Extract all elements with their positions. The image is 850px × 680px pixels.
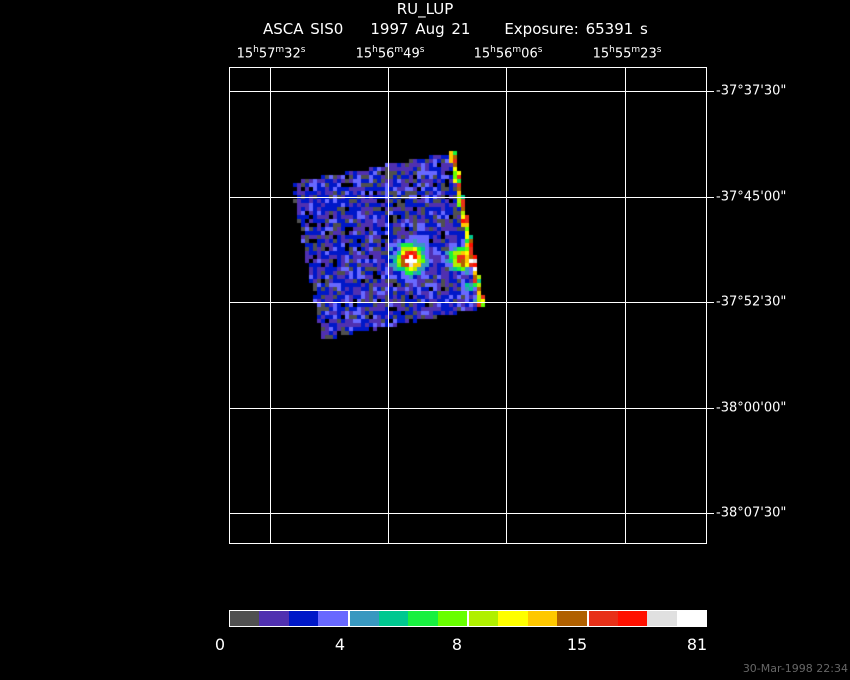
image-title: RU_LUP	[396, 0, 454, 18]
colorbar-swatch	[288, 611, 319, 626]
dec-label: -38°00'00"	[716, 400, 787, 416]
colorbar-swatch	[318, 611, 350, 626]
grid-line	[229, 408, 706, 409]
grid-line	[229, 513, 706, 514]
tick	[706, 197, 714, 198]
ra-label: 15h55m23s	[592, 45, 662, 62]
tick	[706, 91, 714, 92]
colorbar-swatch	[617, 611, 648, 626]
colorbar-label: 8	[451, 635, 463, 654]
grid-line	[625, 67, 626, 544]
colorbar-label: 15	[566, 635, 588, 654]
tick	[706, 408, 714, 409]
instrument: ASCA SIS0	[263, 20, 344, 38]
dec-label: -37°37'30"	[716, 83, 787, 99]
colorbar-swatch	[259, 611, 289, 626]
colorbar-label: 81	[686, 635, 708, 654]
exposure: Exposure: 65391 s	[504, 20, 648, 38]
colorbar-swatch	[498, 611, 528, 626]
dec-label: -37°52'30"	[716, 294, 787, 310]
grid-line	[388, 67, 389, 544]
observation-date: 1997 Aug 21	[370, 20, 471, 38]
grid-line	[506, 67, 507, 544]
colorbar-swatch	[437, 611, 469, 626]
timestamp: 30-Mar-1998 22:34	[742, 662, 848, 675]
colorbar-swatch	[349, 611, 379, 626]
colorbar-swatch	[469, 611, 499, 626]
colorbar-label: 4	[334, 635, 346, 654]
colorbar-swatch	[588, 611, 618, 626]
dec-label: -37°45'00"	[716, 189, 787, 205]
grid-line	[229, 91, 706, 92]
tick	[706, 513, 714, 514]
image-frame	[229, 67, 707, 544]
dec-label: -38°07'30"	[716, 505, 787, 521]
colorbar	[229, 610, 707, 627]
colorbar-swatch	[676, 611, 706, 626]
colorbar-label: 0	[214, 635, 226, 654]
observation-info: ASCA SIS0 1997 Aug 21 Exposure: 65391 s	[263, 20, 648, 38]
xray-image	[229, 67, 706, 544]
colorbar-swatch	[647, 611, 677, 626]
colorbar-swatch	[230, 611, 260, 626]
colorbar-swatch	[557, 611, 589, 626]
grid-line	[229, 302, 706, 303]
ra-label: 15h57m32s	[236, 45, 306, 62]
colorbar-swatch	[408, 611, 438, 626]
grid-line	[229, 197, 706, 198]
ra-label: 15h56m49s	[355, 45, 425, 62]
colorbar-swatch	[527, 611, 558, 626]
ra-label: 15h56m06s	[473, 45, 543, 62]
grid-line	[270, 67, 271, 544]
tick	[706, 302, 714, 303]
colorbar-swatch	[378, 611, 409, 626]
